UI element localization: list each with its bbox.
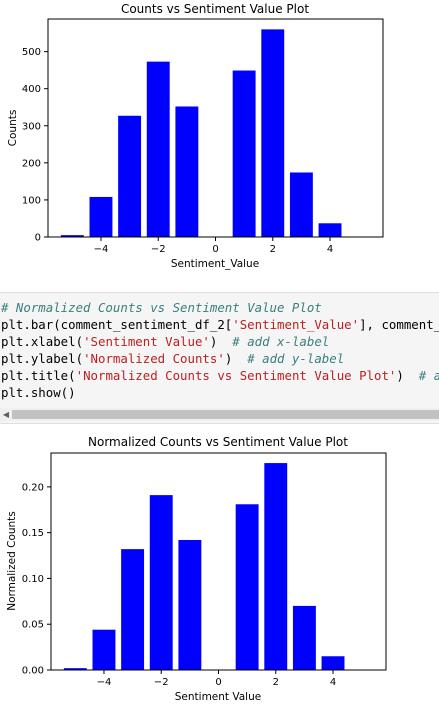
y-tick-label: 0.00 [22,666,44,677]
x-tick-label: 4 [327,244,333,255]
code-token-comment: # Normalized Counts vs Sentiment Value P… [1,300,322,315]
x-tick-label: 2 [270,244,276,255]
bar [235,504,259,670]
bar [318,223,342,237]
code-editor[interactable]: # Normalized Counts vs Sentiment Value P… [1,299,439,401]
code-token-plain: ) [209,334,233,349]
bar-group [60,29,342,238]
x-tick-label: −4 [94,244,109,255]
y-tick-label: 0.05 [22,620,44,631]
normalized-counts-chart: Normalized Counts vs Sentiment Value Plo… [6,435,387,703]
bar [118,115,142,237]
bar [89,196,113,237]
code-cell[interactable]: # Normalized Counts vs Sentiment Value P… [0,292,439,424]
horizontal-scrollbar[interactable]: ◀ [0,408,439,421]
code-line[interactable]: plt.xlabel('Sentiment Value') # add x-la… [1,333,439,350]
x-tick-label: 0 [215,677,221,688]
code-token-plain: ) [396,368,419,383]
triangle-left-icon[interactable]: ◀ [2,410,10,419]
y-tick-label: 0.10 [22,574,44,585]
bar [63,668,87,670]
x-axis-label: Sentiment_Value [171,258,259,270]
x-axis-label: Sentiment Value [175,691,261,703]
code-token-string: 'Sentiment_Value' [232,317,360,332]
code-token-string: 'Normalized Counts' [83,351,225,366]
counts-chart: Counts vs Sentiment Value Plot −4 −2 0 2 4 0… [7,2,384,270]
y-tick-label: 500 [22,47,41,58]
y-tick-label: 300 [22,121,41,132]
y-axis: 0 100 200 300 400 500 [22,47,48,244]
bar [60,235,84,237]
code-token-plain: ) [224,351,248,366]
bar [321,656,345,670]
bar [292,605,316,670]
code-token-plain: ], comment_sentiment_df_2[ [359,317,439,332]
bar [178,539,202,670]
code-token-plain: plt.xlabel( [1,334,84,349]
code-token-string: 'Normalized Counts vs Sentiment Value Pl… [75,368,397,383]
y-tick-label: 100 [22,195,41,206]
x-tick-label: 4 [330,677,336,688]
y-axis-label: Counts [7,110,19,147]
x-tick-label: −2 [154,677,169,688]
code-token-comment: # add y-label [247,351,345,366]
chart-title: Normalized Counts vs Sentiment Value Plo… [88,435,348,449]
code-line[interactable]: plt.show() [1,384,439,401]
y-tick-label: 400 [22,84,41,95]
bar [146,61,170,238]
x-tick-label: 2 [273,677,279,688]
y-tick-label: 0.15 [22,528,44,539]
code-token-string: 'Sentiment Value' [83,334,210,349]
code-line[interactable]: # Normalized Counts vs Sentiment Value P… [1,299,439,316]
bar [175,106,199,237]
code-token-comment: # add title [418,368,439,383]
y-tick-label: 0.20 [22,482,44,493]
code-line[interactable]: plt.ylabel('Normalized Counts') # add y-… [1,350,439,367]
bar [264,463,288,670]
code-token-plain: plt.bar(comment_sentiment_df_2[ [1,317,233,332]
y-axis-label: Normalized Counts [6,511,18,611]
x-tick-label: −4 [97,677,112,688]
y-tick-label: 200 [22,158,41,169]
bar-group [63,463,345,670]
code-token-plain: plt.title( [1,368,76,383]
code-token-plain: plt.ylabel( [1,351,84,366]
code-line[interactable]: plt.bar(comment_sentiment_df_2['Sentimen… [1,316,439,333]
x-tick-label: 0 [212,244,218,255]
x-axis: −4 −2 0 2 4 [97,670,336,688]
bar [261,29,285,238]
bar [289,172,313,237]
bar [92,629,116,670]
code-token-comment: # add x-label [232,334,330,349]
scrollbar-thumb[interactable] [12,410,439,419]
code-token-plain: plt.show() [1,385,76,400]
x-axis: −4 −2 0 2 4 [94,237,333,255]
code-line[interactable]: plt.title('Normalized Counts vs Sentimen… [1,367,439,384]
bar [232,70,256,237]
y-tick-label: 0 [35,233,41,244]
bar [149,495,173,670]
y-axis: 0.00 0.05 0.10 0.15 0.20 [22,482,51,677]
x-tick-label: −2 [151,244,166,255]
bar [121,549,145,670]
chart-title: Counts vs Sentiment Value Plot [121,2,309,16]
